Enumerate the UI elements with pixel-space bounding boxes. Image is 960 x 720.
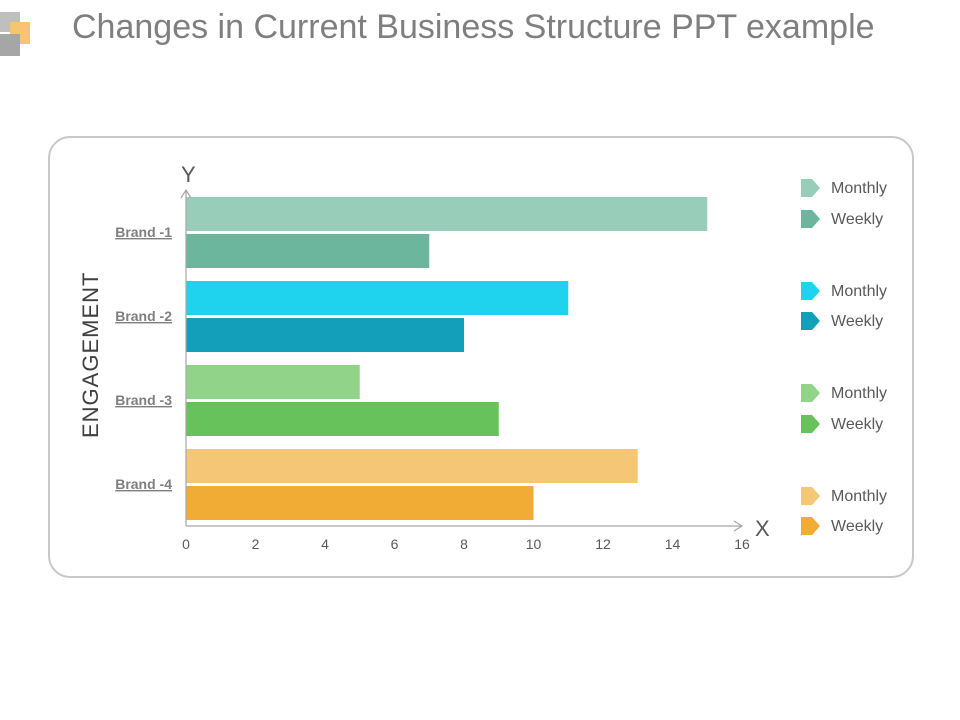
legend-marker	[801, 384, 820, 402]
x-tick-label: 6	[391, 536, 399, 552]
x-tick-label: 2	[252, 536, 260, 552]
bar-weekly-brand-1	[186, 234, 430, 268]
x-tick-label: 14	[665, 536, 681, 552]
x-tick-label: 12	[595, 536, 611, 552]
x-axis-letter: X	[755, 516, 770, 541]
legend-marker	[801, 282, 820, 300]
legend-marker	[801, 312, 820, 330]
legend-label-weekly: Weekly	[831, 518, 883, 535]
logo-square-front	[0, 34, 20, 56]
bar-monthly-brand-2	[186, 281, 569, 315]
legend-label-weekly: Weekly	[831, 211, 883, 228]
x-tick-label: 16	[734, 536, 750, 552]
legend-label-monthly: Monthly	[831, 180, 887, 197]
x-axis-arrow	[733, 520, 744, 532]
bars-group: Brand -1 Brand -2 Brand -3 Brand -4	[115, 197, 708, 520]
legend-marker	[801, 210, 820, 228]
bar-monthly-brand-4	[186, 449, 638, 483]
y-axis-label: ENGAGEMENT	[78, 272, 103, 438]
legend-label-weekly: Weekly	[831, 416, 883, 433]
bar-weekly-brand-4	[186, 486, 534, 520]
legend-group: Monthly Weekly Monthly Weekly Monthly Weekly M…	[801, 179, 887, 535]
category-label: Brand -1	[115, 224, 172, 240]
x-tick-label: 10	[526, 536, 542, 552]
x-tick-label: 0	[182, 536, 190, 552]
bar-weekly-brand-2	[186, 318, 464, 352]
legend-marker	[801, 415, 820, 433]
category-label: Brand -2	[115, 308, 172, 324]
x-tick-label: 4	[321, 536, 329, 552]
legend-label-monthly: Monthly	[831, 488, 887, 505]
legend-marker	[801, 517, 820, 535]
category-label: Brand -4	[115, 476, 172, 492]
legend-marker	[801, 179, 820, 197]
page-title: Changes in Current Business Structure PP…	[72, 8, 875, 46]
bar-monthly-brand-1	[186, 197, 708, 231]
bar-monthly-brand-3	[186, 365, 360, 399]
y-axis-letter: Y	[181, 162, 196, 187]
x-tick-label: 8	[460, 536, 468, 552]
bar-weekly-brand-3	[186, 402, 499, 436]
category-label: Brand -3	[115, 392, 172, 408]
axes-group: 0 2 4 6 8 10 12 14 16	[180, 188, 750, 552]
legend-label-monthly: Monthly	[831, 385, 887, 402]
legend-marker	[801, 487, 820, 505]
brand-logo	[0, 0, 40, 60]
y-axis-arrow	[180, 188, 192, 199]
legend-label-weekly: Weekly	[831, 313, 883, 330]
legend-label-monthly: Monthly	[831, 283, 887, 300]
